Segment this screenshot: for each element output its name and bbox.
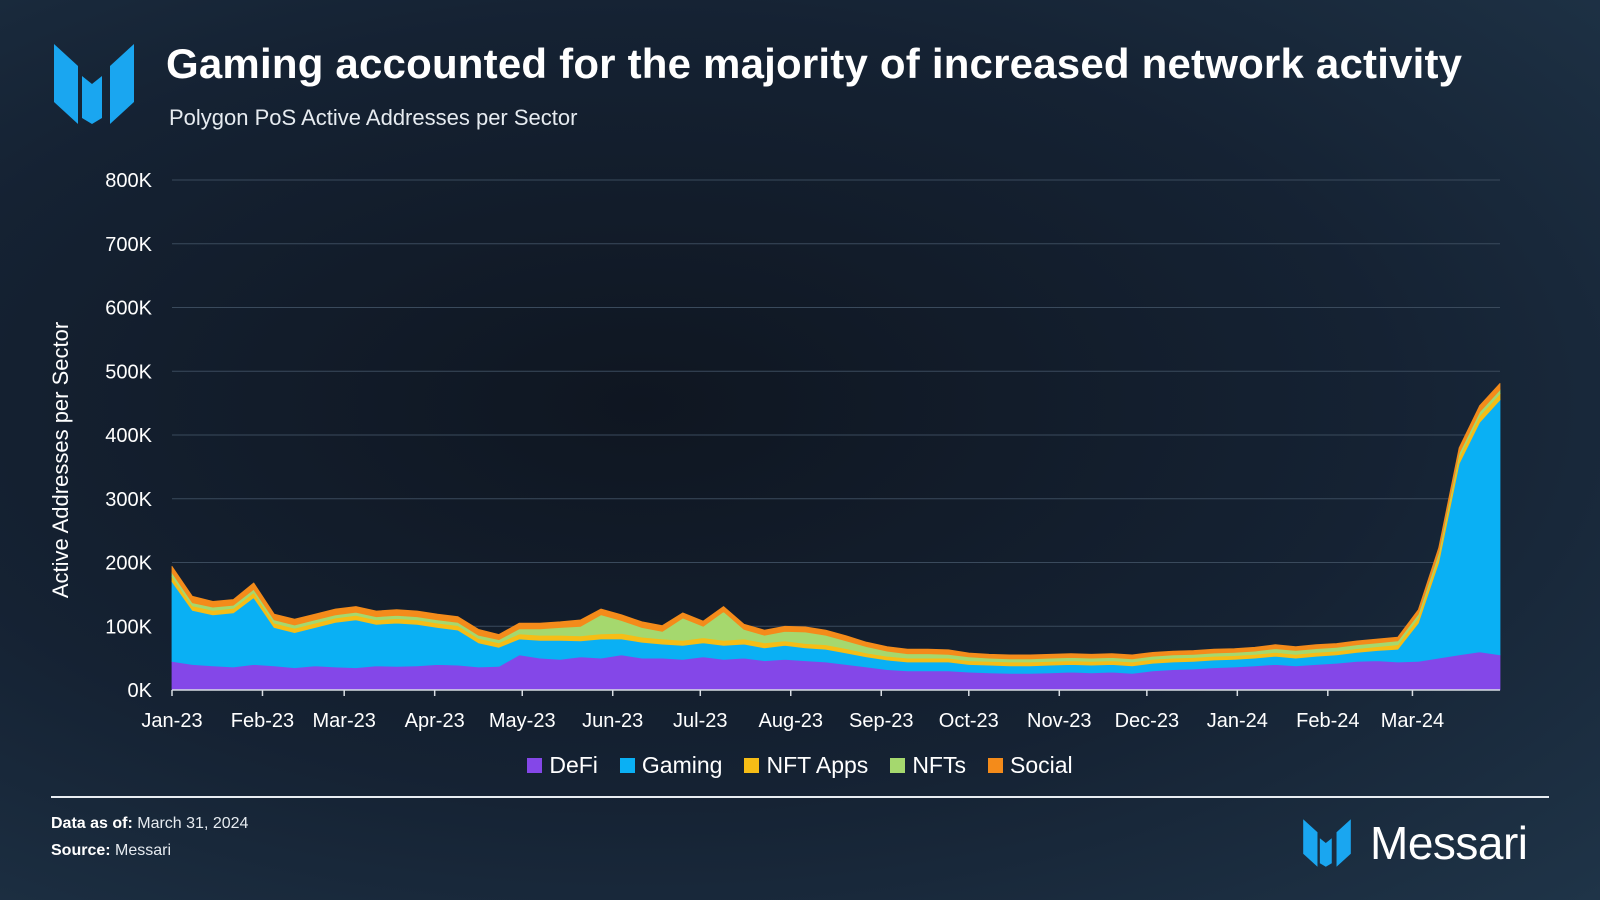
area-series-gaming xyxy=(171,399,1501,674)
brand-lockup: Messari xyxy=(1302,816,1528,870)
y-tick-label: 400K xyxy=(105,425,152,447)
x-tick-label: Jan-24 xyxy=(1207,710,1268,732)
legend-label: NFT Apps xyxy=(766,752,869,778)
messari-logo-icon xyxy=(54,44,134,124)
series-areas xyxy=(171,383,1501,691)
x-tick-label: Dec-23 xyxy=(1115,710,1179,732)
x-tick-label: Aug-23 xyxy=(759,710,824,732)
x-tick-label: Feb-23 xyxy=(231,710,294,732)
y-tick-label: 0K xyxy=(128,680,153,702)
x-tick-label: Oct-23 xyxy=(939,710,999,732)
x-tick-label: Jun-23 xyxy=(582,710,643,732)
source-line: Source: Messari xyxy=(51,837,248,864)
x-tick-label: Mar-23 xyxy=(313,710,376,732)
x-tick-label: Jul-23 xyxy=(673,710,727,732)
legend-label: Gaming xyxy=(641,752,723,778)
y-tick-label: 100K xyxy=(105,616,152,638)
legend-item-gaming: Gaming xyxy=(619,752,723,779)
chart-title: Gaming accounted for the majority of inc… xyxy=(166,40,1463,87)
source-label: Source: xyxy=(51,842,111,859)
legend-swatch xyxy=(527,758,543,773)
data-as-of-line: Data as of: March 31, 2024 xyxy=(51,810,248,837)
axes: 0K 100K 200K 300K 400K 500K 600K 700K 800K Jan-23… xyxy=(105,170,1500,732)
legend-item-defi: DeFi xyxy=(527,752,598,779)
x-tick-label: Sep-23 xyxy=(849,710,914,732)
legend-item-nft-apps: NFT Apps xyxy=(744,752,868,779)
legend-item-social: Social xyxy=(987,752,1073,779)
data-as-of-label: Data as of: xyxy=(51,815,133,832)
y-tick-label: 600K xyxy=(105,298,152,320)
legend-swatch xyxy=(619,758,635,773)
x-tick-label: Nov-23 xyxy=(1027,710,1091,732)
x-tick-label: Mar-24 xyxy=(1381,710,1444,732)
legend-label: DeFi xyxy=(549,752,598,778)
gridlines xyxy=(172,179,1500,627)
legend-swatch xyxy=(744,758,760,773)
legend-label: Social xyxy=(1009,752,1073,778)
y-tick-label: 700K xyxy=(105,234,152,256)
y-tick-label: 500K xyxy=(105,361,152,383)
y-tick-label: 300K xyxy=(105,489,152,511)
brand-name: Messari xyxy=(1370,817,1528,869)
y-tick-label: 200K xyxy=(105,553,152,575)
x-tick-label: May-23 xyxy=(489,710,556,732)
footer-divider xyxy=(51,796,1549,798)
x-tick-label: Jan-23 xyxy=(141,710,202,732)
y-tick-label: 800K xyxy=(105,170,152,192)
source-value: Messari xyxy=(115,842,172,859)
x-tick-label: Apr-23 xyxy=(405,710,465,732)
messari-brand-icon xyxy=(1303,819,1351,867)
legend-swatch xyxy=(987,758,1003,773)
chart-subtitle: Polygon PoS Active Addresses per Sector xyxy=(169,105,578,130)
legend-swatch xyxy=(890,758,906,773)
footer-notes: Data as of: March 31, 2024 Source: Messa… xyxy=(51,810,248,864)
data-as-of-value: March 31, 2024 xyxy=(137,815,249,832)
x-tick-label: Feb-24 xyxy=(1296,710,1359,732)
area-series-social xyxy=(171,383,1501,660)
chart-legend: DeFi Gaming NFT Apps NFTs Social xyxy=(0,752,1600,779)
legend-label: NFTs xyxy=(912,752,966,778)
legend-item-nfts: NFTs xyxy=(890,752,966,779)
stacked-area-chart: 0K 100K 200K 300K 400K 500K 600K 700K 800K Jan-23… xyxy=(48,170,1501,732)
y-axis-title: Active Addresses per Sector xyxy=(48,322,73,598)
